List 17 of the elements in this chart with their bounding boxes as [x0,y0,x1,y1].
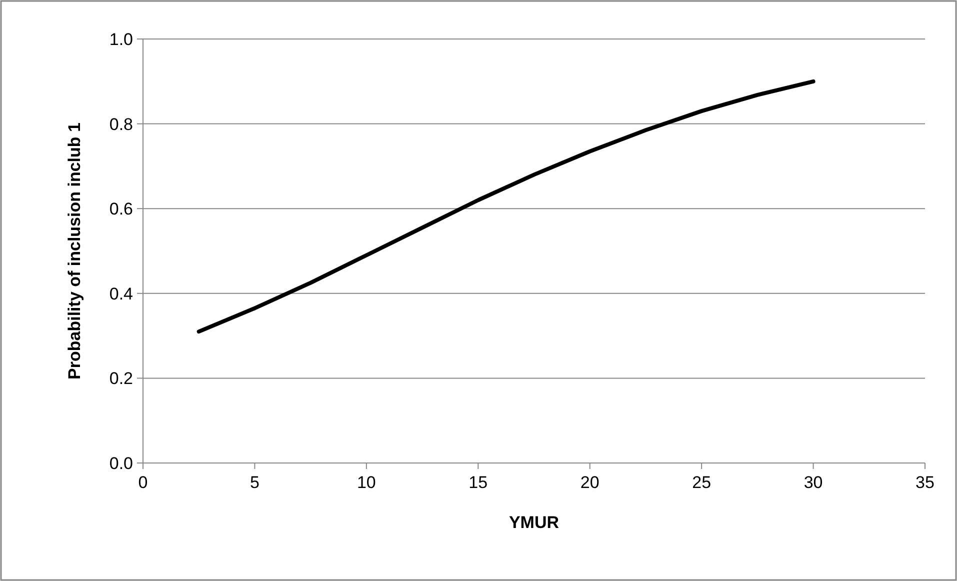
x-tick-label: 30 [804,473,823,492]
x-tick-label: 20 [580,473,600,492]
y-tick-label: 0.4 [109,284,133,304]
x-tick-label: 15 [468,473,488,492]
y-tick-label: 0.0 [109,454,133,473]
x-tick-label: 35 [916,473,934,492]
y-tick-label: 0.6 [109,200,133,219]
y-tick-label: 0.8 [109,114,133,134]
y-axis-title: Probability of inclusion inclub 1 [65,122,84,380]
y-tick-label: 0.2 [109,369,133,388]
x-axis-title: YMUR [508,513,560,532]
line-series [196,79,816,334]
x-tick-label: 5 [250,473,260,492]
x-tick-label: 25 [692,473,712,492]
x-tick-label: 0 [138,473,148,492]
y-tick-label: 1.0 [109,30,133,49]
x-tick-label: 10 [356,473,376,492]
